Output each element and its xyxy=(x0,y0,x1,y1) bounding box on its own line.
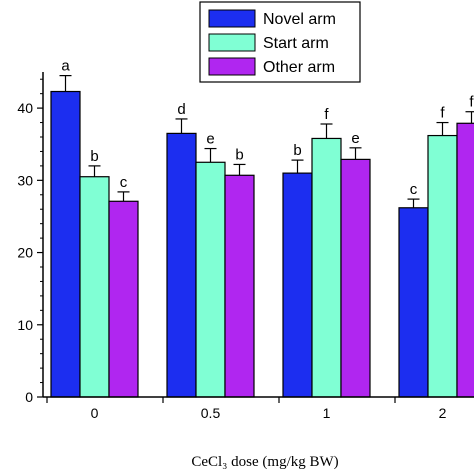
x-axis-label: CeCl₃ dose (mg/kg BW) xyxy=(191,454,338,470)
bars-layer: a b c d e b b f e c f f xyxy=(50,58,474,398)
legend-swatch xyxy=(208,57,256,76)
legend-entry: Novel arm xyxy=(263,11,336,28)
significance-label: b xyxy=(293,142,301,159)
y-tick-label: 40 xyxy=(17,100,33,116)
x-tick-label: 2 xyxy=(439,405,447,421)
x-tick-label: 0 xyxy=(91,405,99,421)
bar-start-arm-1 xyxy=(195,161,226,398)
bar-other-arm-1 xyxy=(224,174,255,398)
legend-swatch xyxy=(208,9,256,28)
significance-label: a xyxy=(61,58,70,75)
y-tick-label: 20 xyxy=(17,245,33,261)
bar-start-arm-0 xyxy=(79,176,110,398)
x-tick-label: 1 xyxy=(323,405,331,421)
significance-label: e xyxy=(206,131,214,148)
bar-other-arm-2 xyxy=(340,158,371,398)
significance-label: b xyxy=(235,146,243,163)
bar-novel-arm-2 xyxy=(282,172,313,398)
significance-label: f xyxy=(440,105,445,122)
bar-novel-arm-1 xyxy=(166,132,197,398)
significance-label: c xyxy=(410,181,418,198)
significance-label: c xyxy=(120,174,128,191)
bar-other-arm-3 xyxy=(456,122,474,398)
significance-label: f xyxy=(324,106,329,123)
x-tick-label: 0.5 xyxy=(201,405,221,421)
bar-start-arm-2 xyxy=(311,137,342,398)
legend: Novel arm Start arm Other arm xyxy=(199,1,361,83)
y-tick-label: 10 xyxy=(17,317,33,333)
significance-label: f xyxy=(469,94,474,111)
bar-other-arm-0 xyxy=(108,200,139,398)
y-tick-label: 0 xyxy=(25,389,33,405)
axes-layer: 0 10 20 30 40 0 0.5 1 2 xyxy=(17,72,474,421)
legend-entry: Other arm xyxy=(263,59,335,76)
y-tick-label: 30 xyxy=(17,172,33,188)
legend-entry: Start arm xyxy=(263,35,329,52)
legend-swatch xyxy=(208,33,256,52)
bar-novel-arm-0 xyxy=(50,90,81,398)
significance-label: e xyxy=(351,130,359,147)
bar-start-arm-3 xyxy=(427,134,458,398)
significance-label: b xyxy=(90,148,98,165)
significance-label: d xyxy=(177,101,185,118)
bar-novel-arm-3 xyxy=(398,207,429,398)
